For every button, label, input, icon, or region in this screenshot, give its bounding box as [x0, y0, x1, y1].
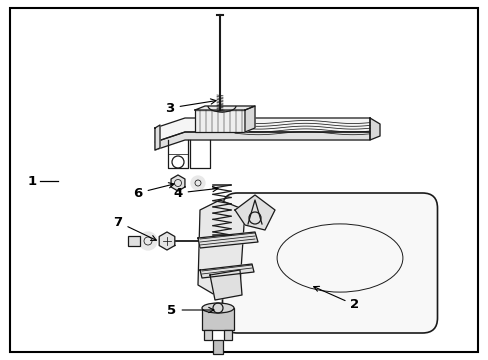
Text: 3: 3	[165, 99, 216, 114]
Ellipse shape	[202, 303, 234, 313]
Bar	[224, 330, 231, 340]
Bar	[203, 330, 212, 340]
Polygon shape	[235, 195, 274, 230]
FancyBboxPatch shape	[222, 193, 437, 333]
Polygon shape	[198, 200, 244, 295]
Polygon shape	[155, 125, 160, 150]
Polygon shape	[200, 264, 253, 278]
Polygon shape	[209, 270, 242, 300]
Circle shape	[191, 176, 204, 190]
Text: 7: 7	[113, 216, 156, 240]
Bar	[202, 308, 234, 330]
Polygon shape	[171, 175, 184, 191]
Bar	[195, 110, 244, 132]
Circle shape	[139, 232, 157, 250]
Polygon shape	[155, 118, 369, 142]
Polygon shape	[195, 106, 254, 110]
Polygon shape	[369, 118, 379, 140]
Polygon shape	[159, 232, 174, 250]
Polygon shape	[244, 106, 254, 132]
Text: 1: 1	[27, 175, 37, 188]
Polygon shape	[198, 232, 258, 248]
Text: 6: 6	[133, 183, 174, 199]
Text: 2: 2	[313, 286, 359, 311]
Polygon shape	[155, 132, 369, 150]
Text: 5: 5	[167, 303, 214, 316]
Bar	[128, 236, 140, 246]
Bar	[213, 340, 223, 354]
Text: 4: 4	[173, 186, 218, 199]
